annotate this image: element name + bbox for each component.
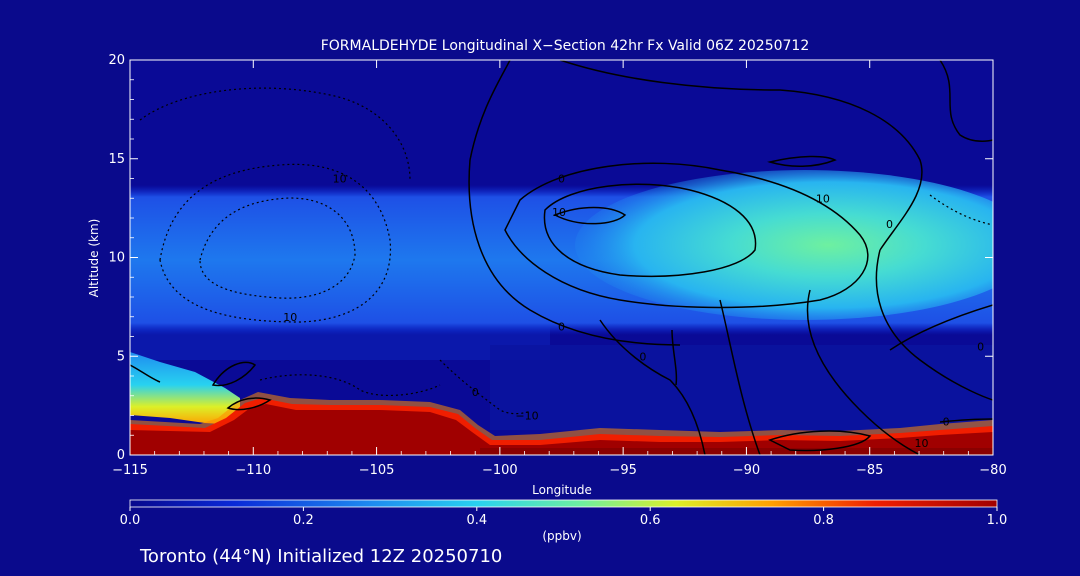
contour-label: 10 <box>333 173 347 186</box>
x-tick-label: −110 <box>235 463 271 478</box>
x-tick-label: −100 <box>482 463 518 478</box>
x-tick-label: −90 <box>733 463 760 478</box>
chart-title: FORMALDEHYDE Longitudinal X−Section 42hr… <box>321 38 810 54</box>
y-tick-label: 10 <box>108 251 125 266</box>
contour-label: 10 <box>914 437 928 450</box>
dotted-contour-line <box>929 194 993 226</box>
footer-location: Toronto (44°N) Initialized 12Z 20250710 <box>139 546 502 567</box>
contour-labels: 10 10 −10 0 0 10 10 0 0 0 10 0 0 <box>283 173 984 451</box>
contour-line <box>553 206 627 225</box>
colorbar-tick-label: 0.0 <box>120 513 141 528</box>
western-low-level <box>130 352 240 425</box>
contour-line <box>671 329 678 386</box>
dotted-contour-line <box>139 87 411 181</box>
y-tick-label: 5 <box>117 349 125 364</box>
y-axis-label: Altitude (km) <box>87 219 101 298</box>
contour-line <box>939 418 993 423</box>
dotted-contour-line <box>199 197 356 299</box>
contour-label: 10 <box>552 206 566 219</box>
contour-label: 0 <box>558 321 565 334</box>
surface-strip <box>480 448 993 455</box>
y-tick-label: 15 <box>108 152 125 167</box>
colorbar-tick-label: 0.2 <box>293 513 314 528</box>
x-tick-label: −95 <box>609 463 636 478</box>
x-axis-label: Longitude <box>532 483 592 497</box>
contour-line <box>939 60 993 142</box>
contour-line <box>469 60 511 161</box>
colorbar-tick-label: 0.4 <box>466 513 487 528</box>
contour-line <box>719 299 761 455</box>
boundary-layer-core <box>130 404 993 455</box>
colorbar-units: (ppbv) <box>542 529 581 543</box>
contour-line <box>767 155 837 168</box>
contour-label: −10 <box>515 410 538 423</box>
x-axis: −115 −110 −105 −100 −95 −90 −85 −80 <box>112 60 1007 478</box>
contour-line <box>211 361 257 387</box>
contour-label: 0 <box>639 350 646 363</box>
contour-line <box>599 319 706 455</box>
y-tick-label: 20 <box>108 53 125 68</box>
contour-line <box>504 162 869 309</box>
solid-contours <box>130 60 993 455</box>
dotted-contour-line <box>159 163 392 323</box>
contour-line <box>768 430 872 452</box>
heatmap-field: 10 10 −10 0 0 10 10 0 0 0 10 0 0 <box>130 60 993 455</box>
x-tick-label: −105 <box>359 463 395 478</box>
lower-dark-zone <box>490 345 993 430</box>
x-tick-label: −115 <box>112 463 148 478</box>
colorbar-ticks: 0.0 0.2 0.4 0.6 0.8 1.0 <box>120 507 1008 528</box>
contour-line <box>226 397 272 411</box>
colorbar <box>129 499 998 508</box>
y-axis: 0 5 10 15 20 <box>108 53 993 463</box>
contour-label: 0 <box>558 173 565 186</box>
colorbar-tick-label: 0.8 <box>813 513 834 528</box>
contour-label: 10 <box>283 311 297 324</box>
contour-line <box>875 249 993 401</box>
dotted-contour-line <box>259 374 441 397</box>
y-tick-label: 0 <box>117 448 125 463</box>
dotted-contours <box>139 87 993 415</box>
contour-line <box>806 289 921 455</box>
contour-label: 0 <box>943 415 950 428</box>
contour-line <box>543 183 757 278</box>
x-tick-label: −85 <box>856 463 883 478</box>
colorbar-tick-label: 1.0 <box>987 513 1008 528</box>
contour-label: 0 <box>472 386 479 399</box>
colorbar-tick-label: 0.6 <box>640 513 661 528</box>
x-tick-label: −80 <box>979 463 1006 478</box>
contour-label: 10 <box>816 192 830 205</box>
contour-label: 0 <box>886 218 893 231</box>
contour-line <box>130 364 161 383</box>
upper-band-core <box>575 170 993 320</box>
contour-label: 0 <box>977 340 984 353</box>
contour-line <box>889 304 993 351</box>
contour-line <box>468 159 681 346</box>
contour-line <box>559 60 923 251</box>
